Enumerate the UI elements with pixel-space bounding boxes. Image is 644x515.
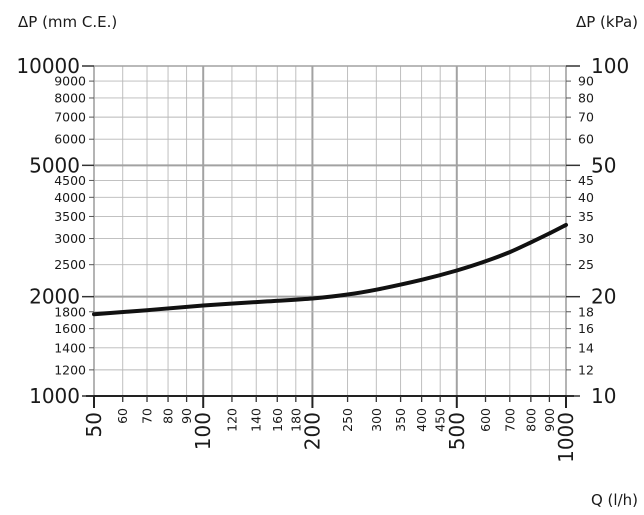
y-left-tick-label-minor: 3500 (54, 209, 86, 224)
y-right-tick-label-minor: 18 (578, 304, 594, 319)
y-right-tick-label-major: 20 (591, 285, 616, 309)
x-tick-label-minor: 160 (270, 408, 285, 432)
y-axis-left-label: ΔP (mm C.E.) (18, 13, 117, 31)
y-right-tick-label-minor: 90 (578, 74, 594, 89)
y-right-tick-label-minor: 14 (578, 340, 594, 355)
x-tick-label-major: 500 (445, 412, 469, 450)
y-right-tick-label-minor: 40 (578, 190, 594, 205)
y-right-tick-label-minor: 45 (578, 173, 594, 188)
x-tick-label-minor: 140 (249, 408, 264, 432)
y-axis-right-label: ΔP (kPa) (576, 13, 638, 31)
y-left-tick-label-minor: 1400 (54, 340, 86, 355)
x-tick-label-minor: 60 (115, 408, 130, 424)
y-left-tick-label-major: 2000 (29, 285, 80, 309)
x-tick-label-major: 1000 (554, 412, 578, 463)
ticks: 1000 2000 5000 10000 1200 1400 1600 1800 2500 300… (16, 54, 629, 463)
y-left-tick-label-minor: 9000 (54, 74, 86, 89)
y-right-tick-label-minor: 16 (578, 321, 594, 336)
x-tick-label-minor: 800 (523, 408, 538, 432)
y-left-tick-label-major: 5000 (29, 153, 80, 177)
x-tick-label-major: 50 (82, 412, 106, 437)
y-left-tick-label-minor: 1200 (54, 362, 86, 377)
y-left-tick-label-minor: 8000 (54, 90, 86, 105)
y-right-tick-label-minor: 25 (578, 257, 594, 272)
axes (86, 65, 574, 397)
y-right-tick-label-major: 50 (591, 153, 616, 177)
x-tick-label-major: 100 (191, 412, 215, 450)
y-left-tick-label-major: 10000 (16, 54, 80, 78)
x-tick-label-minor: 70 (140, 408, 155, 424)
y-left-tick-label-minor: 1600 (54, 321, 86, 336)
y-left-tick-label-minor: 2500 (54, 257, 86, 272)
y-left-tick-label-minor: 4000 (54, 190, 86, 205)
x-tick-label-minor: 180 (288, 408, 303, 432)
y-left-tick-label-minor: 7000 (54, 110, 86, 125)
series (92, 222, 568, 317)
x-tick-label-minor: 120 (224, 408, 239, 432)
y-right-tick-label-major: 100 (591, 54, 629, 78)
pressure-drop-curve (92, 222, 568, 317)
y-left-tick-label-minor: 1800 (54, 304, 86, 319)
x-tick-label-minor: 700 (502, 408, 517, 432)
y-right-tick-label-minor: 12 (578, 362, 594, 377)
grid (94, 66, 566, 396)
y-left-tick-label-minor: 6000 (54, 132, 86, 147)
x-tick-label-minor: 350 (393, 408, 408, 432)
y-right-tick-label-major: 10 (591, 384, 616, 408)
y-left-tick-label-major: 1000 (29, 384, 80, 408)
x-tick-label-minor: 450 (433, 408, 448, 432)
x-tick-label-minor: 300 (369, 408, 384, 432)
y-right-tick-label-minor: 70 (578, 110, 594, 125)
y-left-tick-label-minor: 3000 (54, 231, 86, 246)
y-right-tick-label-minor: 80 (578, 90, 594, 105)
x-tick-label-minor: 400 (414, 408, 429, 432)
y-left-tick-label-minor: 4500 (54, 173, 86, 188)
y-right-tick-label-minor: 60 (578, 132, 594, 147)
x-tick-label-minor: 600 (478, 408, 493, 432)
x-tick-label-minor: 250 (340, 408, 355, 432)
x-axis-label: Q (l/h) (591, 491, 638, 509)
x-tick-label-major: 200 (300, 412, 324, 450)
y-right-tick-label-minor: 30 (578, 231, 594, 246)
x-tick-label-minor: 90 (179, 408, 194, 424)
y-right-tick-label-minor: 35 (578, 209, 594, 224)
x-tick-label-minor: 80 (161, 408, 176, 424)
x-tick-label-minor: 900 (542, 408, 557, 432)
